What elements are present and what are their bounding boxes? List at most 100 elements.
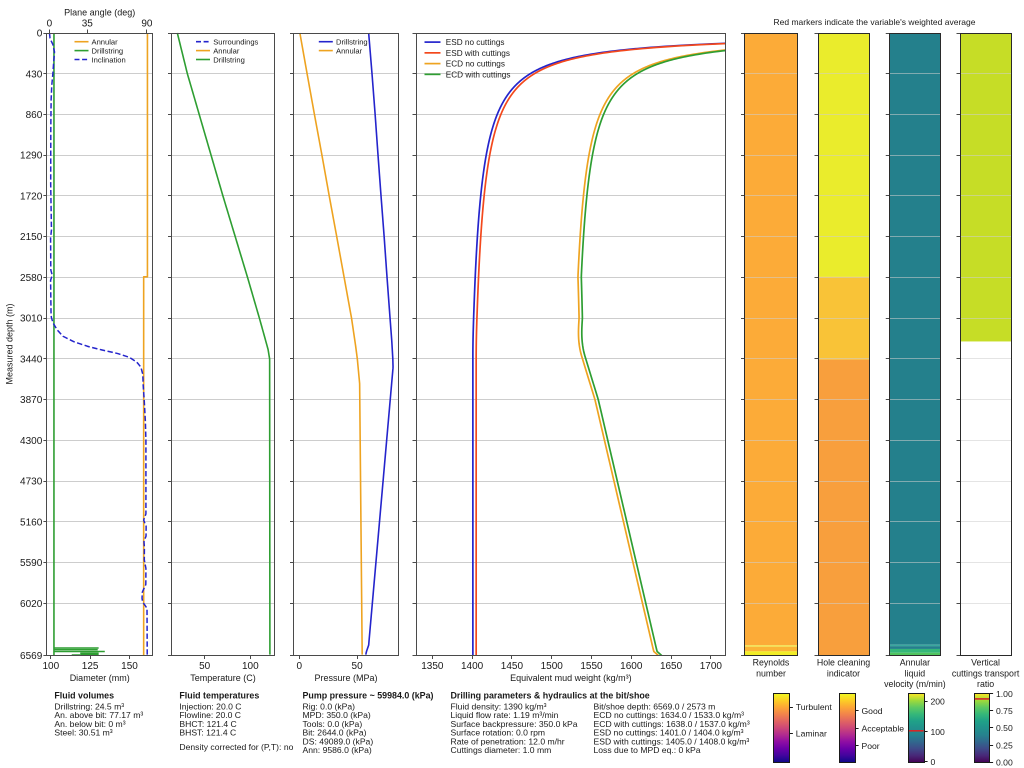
svg-text:Turbulent: Turbulent [796, 702, 833, 712]
svg-text:Drillstring: 24.5 m³: Drillstring: 24.5 m³ [54, 701, 124, 711]
svg-text:90: 90 [141, 19, 153, 30]
svg-text:Vertical: Vertical [971, 658, 1000, 668]
svg-text:50: 50 [199, 661, 211, 672]
svg-text:indicator: indicator [827, 668, 860, 678]
svg-text:Temperature (C): Temperature (C) [190, 673, 256, 683]
svg-text:Drillstring: Drillstring [92, 46, 124, 55]
svg-text:cuttings transport: cuttings transport [952, 668, 1020, 678]
svg-text:0: 0 [931, 757, 936, 767]
svg-text:An. below bit: 0 m³: An. below bit: 0 m³ [54, 719, 125, 729]
svg-text:1650: 1650 [660, 661, 683, 672]
svg-text:Surroundings: Surroundings [213, 38, 258, 47]
svg-text:150: 150 [121, 661, 138, 672]
svg-text:Fluid volumes: Fluid volumes [54, 690, 114, 700]
svg-text:100: 100 [931, 727, 946, 737]
svg-text:Diameter (mm): Diameter (mm) [70, 673, 130, 683]
svg-text:0: 0 [297, 661, 303, 672]
svg-text:ESD with cuttings: ESD with cuttings [446, 49, 510, 58]
svg-text:0.75: 0.75 [996, 706, 1013, 716]
svg-text:Surface rotation: 0.0 rpm: Surface rotation: 0.0 rpm [451, 728, 546, 738]
svg-text:1350: 1350 [421, 661, 444, 672]
svg-text:Ann: 9586.0 (kPa): Ann: 9586.0 (kPa) [303, 745, 372, 755]
svg-text:1400: 1400 [461, 661, 484, 672]
svg-text:ESD no cuttings: ESD no cuttings [446, 38, 505, 47]
svg-text:50: 50 [352, 661, 364, 672]
svg-text:0.00: 0.00 [996, 758, 1013, 768]
svg-text:3870: 3870 [20, 395, 43, 406]
svg-text:860: 860 [26, 110, 43, 121]
svg-text:1600: 1600 [620, 661, 643, 672]
svg-text:Steel: 30.51 m³: Steel: 30.51 m³ [54, 728, 112, 738]
svg-text:1500: 1500 [541, 661, 564, 672]
svg-text:ECD no cuttings: 1634.0 / 1533: ECD no cuttings: 1634.0 / 1533.0 kg/m³ [594, 710, 745, 720]
svg-text:BHST: 121.4 C: BHST: 121.4 C [179, 728, 236, 738]
svg-text:ESD no cuttings: 1401.0 / 1404: ESD no cuttings: 1401.0 / 1404.0 kg/m³ [594, 728, 744, 738]
svg-text:Reynolds: Reynolds [753, 658, 790, 668]
svg-text:Annular: Annular [213, 46, 240, 55]
svg-text:Laminar: Laminar [796, 728, 827, 738]
svg-text:1450: 1450 [501, 661, 524, 672]
svg-text:430: 430 [26, 69, 43, 80]
svg-text:An. above bit: 77.17 m³: An. above bit: 77.17 m³ [54, 710, 143, 720]
svg-text:Drillstring: Drillstring [336, 38, 368, 47]
svg-text:Liquid flow rate: 1.19 m³/min: Liquid flow rate: 1.19 m³/min [451, 710, 559, 720]
svg-text:6569: 6569 [20, 651, 43, 662]
svg-text:0.25: 0.25 [996, 740, 1013, 750]
svg-text:0.50: 0.50 [996, 723, 1013, 733]
svg-text:125: 125 [82, 661, 99, 672]
svg-text:velocity (m/min): velocity (m/min) [884, 679, 946, 689]
svg-text:0: 0 [47, 19, 53, 30]
svg-text:0: 0 [37, 29, 43, 40]
svg-text:ESD with cuttings: 1405.0 / 14: ESD with cuttings: 1405.0 / 1408.0 kg/m³ [594, 736, 750, 746]
svg-text:Annular: Annular [336, 46, 363, 55]
svg-text:ECD no cuttings: ECD no cuttings [446, 60, 505, 69]
svg-text:Bit: 2644.0 (kPa): Bit: 2644.0 (kPa) [303, 728, 367, 738]
svg-text:100: 100 [42, 661, 59, 672]
svg-text:Measured depth (m): Measured depth (m) [5, 303, 15, 384]
svg-text:1720: 1720 [20, 191, 43, 202]
svg-text:2150: 2150 [20, 232, 43, 243]
svg-text:Hole cleaning: Hole cleaning [817, 658, 870, 668]
svg-text:ECD with cuttings: 1638.0 / 15: ECD with cuttings: 1638.0 / 1537.0 kg/m³ [594, 719, 750, 729]
svg-text:35: 35 [82, 19, 94, 30]
svg-text:2580: 2580 [20, 273, 43, 284]
svg-text:MPD: 350.0 (kPa): MPD: 350.0 (kPa) [303, 710, 371, 720]
svg-text:1700: 1700 [700, 661, 723, 672]
svg-text:200: 200 [931, 697, 946, 707]
svg-text:6020: 6020 [20, 599, 43, 610]
svg-text:Pump pressure ~ 59984.0 (kPa): Pump pressure ~ 59984.0 (kPa) [303, 690, 434, 700]
svg-text:5590: 5590 [20, 558, 43, 569]
svg-text:Fluid temperatures: Fluid temperatures [179, 690, 259, 700]
svg-text:Flowline: 20.0 C: Flowline: 20.0 C [179, 710, 241, 720]
svg-text:Tools: 0.0 (kPa): Tools: 0.0 (kPa) [303, 719, 363, 729]
svg-text:3010: 3010 [20, 314, 43, 325]
svg-text:Inclination: Inclination [92, 55, 126, 64]
svg-text:Good: Good [862, 706, 883, 716]
svg-text:Poor: Poor [862, 741, 880, 751]
svg-text:liquid: liquid [905, 668, 926, 678]
svg-text:Pressure (MPa): Pressure (MPa) [314, 673, 377, 683]
svg-text:Density corrected for (P,T): n: Density corrected for (P,T): no [179, 742, 293, 752]
svg-text:1.00: 1.00 [996, 689, 1013, 699]
svg-text:Rate of penetration: 12.0 m/hr: Rate of penetration: 12.0 m/hr [451, 736, 565, 746]
svg-text:Surface backpressure: 350.0 kP: Surface backpressure: 350.0 kPa [451, 719, 578, 729]
svg-text:Loss due to MPD eq.: 0 kPa: Loss due to MPD eq.: 0 kPa [594, 745, 701, 755]
svg-text:Cuttings diameter: 1.0 mm: Cuttings diameter: 1.0 mm [451, 745, 552, 755]
svg-text:Drillstring: Drillstring [213, 55, 245, 64]
svg-text:Drilling parameters & hydrauli: Drilling parameters & hydraulics at the … [451, 690, 650, 700]
svg-text:5160: 5160 [20, 517, 43, 528]
svg-text:Fluid density: 1390 kg/m³: Fluid density: 1390 kg/m³ [451, 701, 547, 711]
svg-text:3440: 3440 [20, 354, 43, 365]
svg-text:DS: 49089.0 (kPa): DS: 49089.0 (kPa) [303, 736, 374, 746]
svg-text:Equivalent mud weight (kg/m³): Equivalent mud weight (kg/m³) [510, 673, 632, 683]
svg-text:Acceptable: Acceptable [862, 724, 905, 734]
svg-text:Rig: 0.0 (kPa): Rig: 0.0 (kPa) [303, 701, 356, 711]
svg-text:4300: 4300 [20, 436, 43, 447]
svg-text:1550: 1550 [580, 661, 603, 672]
svg-text:ECD with cuttings: ECD with cuttings [446, 70, 511, 79]
svg-text:Injection: 20.0 C: Injection: 20.0 C [179, 701, 241, 711]
svg-text:Red markers indicate the varia: Red markers indicate the variable's weig… [774, 17, 976, 27]
svg-text:Annular: Annular [92, 38, 119, 47]
svg-text:BHCT: 121.4 C: BHCT: 121.4 C [179, 719, 236, 729]
svg-text:number: number [756, 668, 786, 678]
